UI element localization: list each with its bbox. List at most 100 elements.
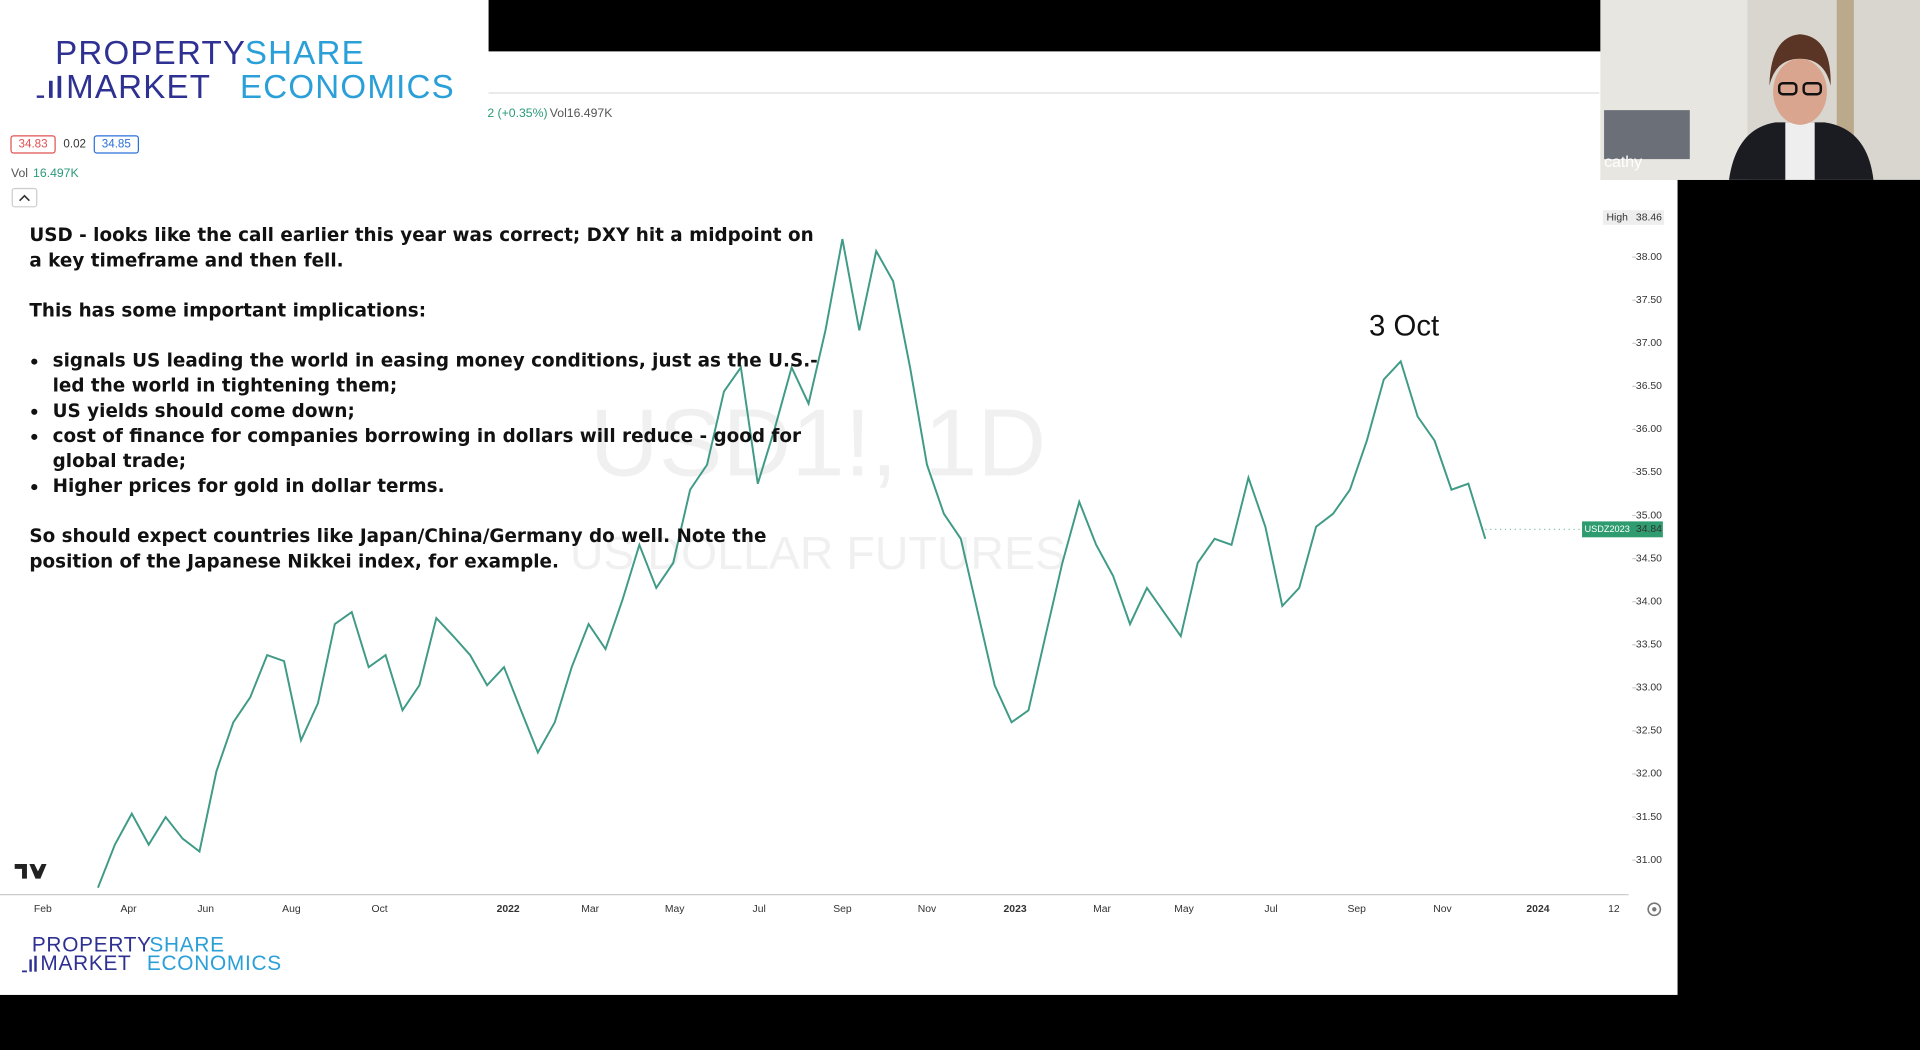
x-tick-label: 2024 <box>1526 904 1549 915</box>
bullet-line: Higher prices for gold in dollar terms. <box>53 476 445 497</box>
logo: PROPERTY SHARE MARKET ECONOMICS <box>36 35 455 106</box>
bullet <box>31 433 38 440</box>
x-tick-label: Nov <box>918 904 937 915</box>
y-tick-label: 36.00 <box>1636 424 1662 435</box>
bullet-line: signals US leading the world in easing m… <box>53 351 818 372</box>
webcam-person-shirt <box>1785 122 1815 180</box>
x-tick-label: Sep <box>1347 904 1366 915</box>
high-label: High <box>1607 212 1629 223</box>
webcam-person-glasses <box>1777 81 1798 96</box>
logo-panel <box>0 0 489 135</box>
last-label-box <box>1582 521 1663 538</box>
high-label-box <box>1602 210 1665 225</box>
slide <box>0 51 1678 995</box>
logo-bar <box>34 955 37 972</box>
y-tick-label: 34.50 <box>1636 553 1662 564</box>
collapse-icon <box>19 194 30 202</box>
x-tick-label: Jul <box>753 904 766 915</box>
last-value: 34.84 <box>1636 524 1662 535</box>
x-tick-label: 2022 <box>497 904 520 915</box>
volume-label: Vol <box>11 166 28 180</box>
bullet <box>31 358 38 365</box>
y-tick-label: 32.00 <box>1636 769 1662 780</box>
last-label: USDZ2023 <box>1584 524 1629 534</box>
y-tick-label: 35.50 <box>1636 467 1662 478</box>
bullet <box>31 408 38 415</box>
webcam-object <box>1604 110 1690 160</box>
logo-word: PROPERTY <box>55 35 246 72</box>
tradingview-logo <box>14 863 47 879</box>
logo-word: PROPERTY <box>32 933 152 956</box>
y-tick-label: 32.50 <box>1636 726 1662 737</box>
webcam-name: cathy <box>1604 154 1642 171</box>
x-tick-label: Sep <box>833 904 852 915</box>
bullet-line: US yields should come down; <box>53 401 355 422</box>
logo-word: ECONOMICS <box>240 69 455 106</box>
x-tick-label: Nov <box>1433 904 1452 915</box>
x-tick-label: Oct <box>372 904 388 915</box>
bullet-line: global trade; <box>53 451 186 472</box>
watermark-name: US DOLLAR FUTURES <box>570 527 1066 579</box>
high-value: 38.46 <box>1636 212 1662 223</box>
note-line: position of the Japanese Nikkei index, f… <box>29 551 559 572</box>
price-change: 2 (+0.35%) <box>487 106 547 120</box>
webcam-person-glasses <box>1802 81 1823 96</box>
logo-bar <box>29 959 32 972</box>
logo-word: MARKET <box>40 952 131 975</box>
legend-value: 34.83 <box>19 137 48 150</box>
settings-icon <box>1652 907 1657 912</box>
price-chart: 31.00 31.50 32.00 32.50 33.00 33.50 34.00 34.50… <box>34 210 1665 915</box>
x-tick-label: 12 <box>1608 904 1620 915</box>
x-tick-label: May <box>665 904 685 915</box>
x-tick-label: 2023 <box>1004 904 1027 915</box>
legend-values: 34.83 0.02 34.85 <box>10 135 139 154</box>
logo-bar <box>48 80 53 98</box>
y-tick-label: 35.00 <box>1636 510 1662 521</box>
logo-word: SHARE <box>245 35 365 72</box>
legend-box <box>93 135 139 154</box>
bullet-line: led the world in tightening them; <box>53 376 398 397</box>
collapse-button[interactable] <box>11 187 38 208</box>
price-line <box>97 238 1487 889</box>
logo-bar <box>22 970 27 973</box>
logo-bar <box>57 75 62 98</box>
webcam-person-hair <box>1769 34 1831 86</box>
webcam-person-face <box>1773 58 1827 125</box>
x-tick-label: Aug <box>282 904 301 915</box>
x-tick-label: Apr <box>120 904 137 915</box>
x-tick-label: Mar <box>581 904 599 915</box>
logo-small: PROPERTY SHARE MARKET ECONOMICS <box>22 933 282 975</box>
bullet <box>31 484 38 491</box>
y-tick-label: 38.00 <box>1636 252 1662 263</box>
y-tick-label: 37.00 <box>1636 338 1662 349</box>
x-tick-label: Feb <box>34 904 52 915</box>
note-line: a key timeframe and then fell. <box>29 250 343 271</box>
volume-value: 16.497K <box>33 166 79 180</box>
settings-button[interactable] <box>1647 902 1662 917</box>
y-tick-label: 31.00 <box>1636 855 1662 866</box>
x-tick-label: May <box>1174 904 1194 915</box>
logo-word: ECONOMICS <box>147 952 282 975</box>
annotation: 3 Oct <box>1369 310 1439 343</box>
watermark-symbol: USD1!, 1D <box>590 391 1046 497</box>
webcam: cathy <box>1600 0 1920 180</box>
y-tick-label: 37.50 <box>1636 295 1662 306</box>
y-tick-label: 36.50 <box>1636 381 1662 392</box>
logo-word: MARKET <box>66 69 211 106</box>
logo-word: SHARE <box>149 933 224 956</box>
legend-value: 0.02 <box>63 137 86 150</box>
legend-value: 34.85 <box>102 137 131 150</box>
y-tick-label: 33.50 <box>1636 640 1662 651</box>
logo-bar <box>36 95 45 98</box>
x-tick-label: Mar <box>1093 904 1111 915</box>
x-tick-label: Jul <box>1264 904 1277 915</box>
y-tick-label: 31.50 <box>1636 812 1662 823</box>
note-line: USD - looks like the call earlier this y… <box>29 225 813 246</box>
y-tick-label: 33.00 <box>1636 683 1662 694</box>
x-tick-label: Jun <box>197 904 214 915</box>
notes: USD - looks like the call earlier this y… <box>29 225 817 572</box>
note-line: So should expect countries like Japan/Ch… <box>29 526 766 547</box>
note-heading: This has some important implications: <box>29 300 426 321</box>
